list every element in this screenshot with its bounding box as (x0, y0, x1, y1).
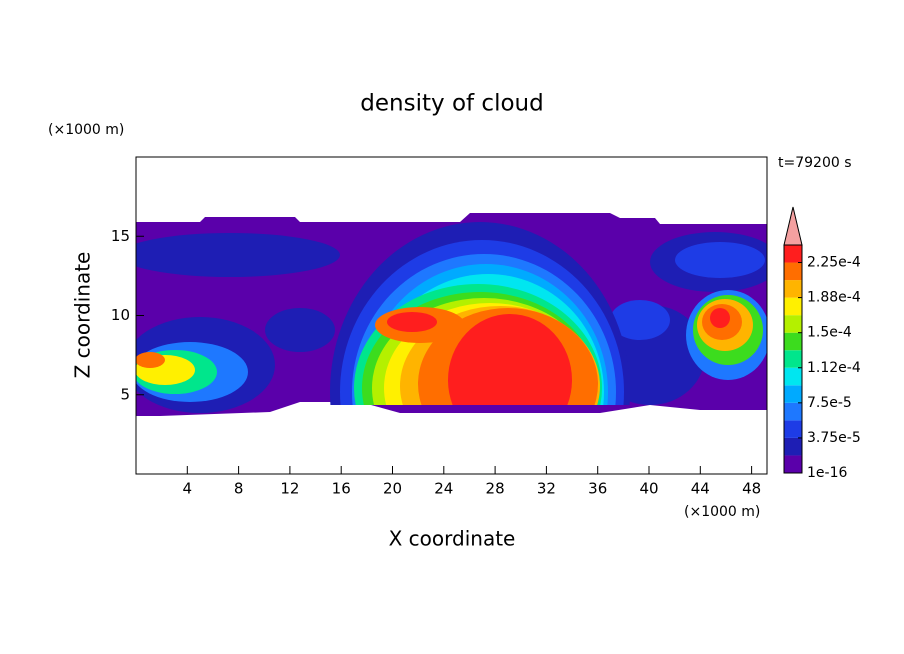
x-tick-label: 24 (434, 480, 453, 498)
annotation: t=79200 s (778, 155, 852, 171)
colorbar-band (784, 455, 802, 473)
x-tick-label: 40 (639, 480, 658, 498)
contour-region (265, 308, 335, 352)
y-tick-label: 10 (111, 306, 130, 324)
colorbar-band (784, 315, 802, 333)
contour-region (136, 352, 165, 368)
colorbar-label: 1.5e-4 (807, 325, 852, 341)
y-unit: (×1000 m) (48, 122, 124, 138)
colorbar-band (784, 437, 802, 456)
x-axis-label: X coordinate (389, 527, 516, 551)
colorbar-band (784, 262, 802, 281)
chart-title: density of cloud (360, 91, 543, 117)
y-tick-label: 5 (120, 385, 130, 403)
contour-region (675, 242, 765, 278)
x-tick-label: 48 (742, 480, 761, 498)
colorbar-band (784, 280, 802, 298)
colorbar-band (784, 245, 802, 263)
x-tick-label: 32 (537, 480, 556, 498)
x-tick-label: 20 (383, 480, 402, 498)
colorbar-label: 1.88e-4 (807, 290, 861, 306)
colorbar-band (784, 385, 802, 403)
colorbar-band (784, 350, 802, 368)
x-unit: (×1000 m) (684, 504, 760, 520)
colorbar-extend (783, 206, 803, 246)
colorbar-label: 7.5e-5 (807, 395, 852, 411)
colorbar-label: 1e-16 (807, 465, 847, 481)
contour-region (387, 312, 437, 332)
y-tick-label: 15 (111, 227, 130, 245)
x-tick-label: 12 (280, 480, 299, 498)
contour-region (136, 233, 340, 277)
y-axis-label: Z coordinate (71, 252, 95, 379)
colorbar-frame (783, 244, 803, 474)
colorbar-band (784, 402, 802, 421)
contour-region (710, 308, 730, 328)
x-tick-label: 44 (691, 480, 710, 498)
colorbar-band (784, 332, 802, 351)
x-tick-label: 8 (234, 480, 244, 498)
colorbar-band (784, 367, 802, 386)
x-tick-label: 4 (183, 480, 193, 498)
x-tick-label: 28 (486, 480, 505, 498)
x-tick-label: 16 (332, 480, 351, 498)
colorbar-label: 2.25e-4 (807, 255, 861, 271)
colorbar-band (784, 420, 802, 438)
contour-region (448, 314, 572, 405)
colorbar-label: 3.75e-5 (807, 430, 861, 446)
contour-field (136, 213, 767, 416)
colorbar-label: 1.12e-4 (807, 360, 861, 376)
x-tick-label: 36 (588, 480, 607, 498)
contour-region (610, 300, 670, 340)
colorbar-band (784, 297, 802, 316)
